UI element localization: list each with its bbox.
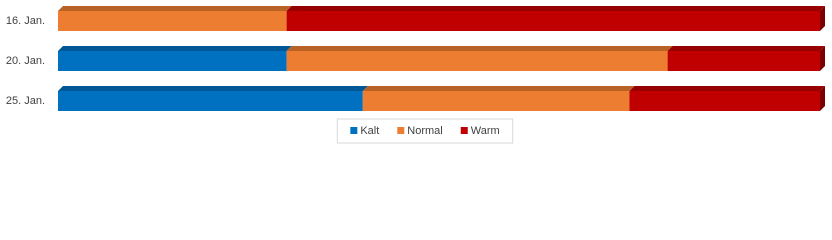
bar-side [820,86,825,111]
y-tick-label: 25. Jan. [6,95,45,107]
bar-top [58,46,292,51]
bar-top [629,86,825,91]
chart: 16. Jan. 20. Jan. 25. Jan. Kalt Normal Warm [6,6,826,144]
legend-swatch [460,127,468,134]
bar-top [667,46,825,51]
legend: Kalt Normal Warm [336,118,514,144]
legend-swatch [350,127,358,134]
y-tick-label: 16. Jan. [6,15,45,27]
bar-side [820,46,825,71]
legend-box [336,118,514,144]
bar-top [362,86,635,91]
legend-label: Normal [407,125,442,137]
bar [362,91,630,111]
bar [58,51,287,71]
bar-top [58,6,292,11]
bar-top [58,86,368,91]
bar-top [286,46,673,51]
bar [667,51,820,71]
legend-label: Kalt [360,125,379,137]
bar [286,51,668,71]
y-tick-label: 20. Jan. [6,55,45,67]
bar [58,11,287,31]
bar [629,91,820,111]
legend-label: Warm [471,125,500,137]
bar [286,11,821,31]
bar [58,91,363,111]
bar-top [286,6,826,11]
bar-side [820,6,825,31]
legend-swatch [397,127,405,134]
